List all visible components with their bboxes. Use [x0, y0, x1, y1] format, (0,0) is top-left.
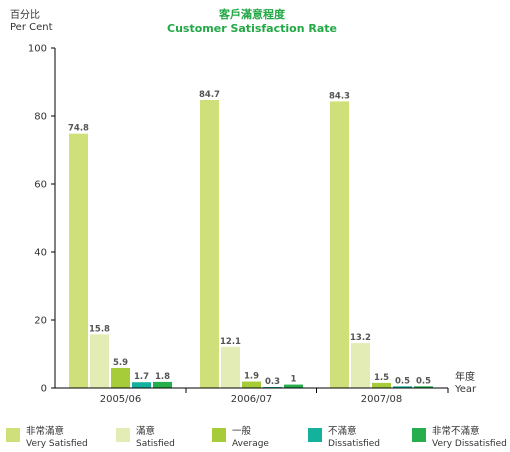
data-label: 1.8 — [155, 372, 170, 382]
legend-swatch — [412, 428, 426, 442]
y-axis: 0 20 40 60 80 100 — [28, 44, 56, 395]
data-label: 12.1 — [220, 337, 241, 347]
bar — [330, 101, 349, 388]
legend-swatch — [6, 428, 20, 442]
bar — [132, 382, 151, 388]
data-label: 5.9 — [113, 358, 128, 368]
x-tick-label: 2005/06 — [100, 394, 142, 405]
y-tick-label: 20 — [34, 316, 47, 327]
legend-label-zh: 非常不滿意 — [432, 425, 480, 437]
data-label: 0.3 — [265, 377, 280, 387]
data-label: 15.8 — [89, 324, 110, 334]
bar — [221, 346, 240, 388]
y-axis-label-zh: 百分比 — [10, 9, 40, 21]
data-label: 1.7 — [134, 372, 149, 382]
legend-label-zh: 非常滿意 — [26, 425, 64, 437]
data-label: 1 — [291, 375, 297, 385]
x-axis-label-zh: 年度 — [455, 370, 475, 383]
data-label: 0.5 — [395, 376, 410, 386]
y-tick-label: 60 — [34, 180, 47, 191]
data-label: 84.7 — [199, 90, 220, 100]
bar — [372, 382, 391, 388]
legend-swatch — [308, 428, 322, 442]
bar — [111, 367, 130, 388]
bar — [393, 386, 412, 388]
y-tick-label: 40 — [34, 248, 47, 259]
legend: 非常滿意 Very Satisfied 滿意 Satisfied 一般 Average 不滿… — [6, 425, 507, 449]
data-label: 84.3 — [329, 91, 350, 101]
bar — [153, 381, 172, 388]
y-tick-label: 0 — [41, 384, 47, 395]
bar — [263, 386, 282, 388]
legend-label-zh: 滿意 — [136, 425, 155, 437]
bar — [242, 381, 261, 388]
chart-title-en: Customer Satisfaction Rate — [167, 22, 337, 35]
legend-swatch — [116, 428, 130, 442]
bar — [284, 384, 303, 388]
data-label: 13.2 — [350, 333, 371, 343]
legend-label-zh: 不滿意 — [328, 425, 357, 437]
bar — [414, 386, 433, 388]
bars: 74.8 15.8 5.9 1.7 1.8 84.7 12.1 1.9 0.3 1 84.3 13.2… — [68, 90, 433, 389]
bar — [200, 100, 219, 389]
bar — [90, 334, 109, 388]
y-tick-label: 100 — [28, 44, 47, 55]
legend-label-en: Very Satisfied — [26, 439, 88, 449]
y-axis-label-en: Per Cent — [10, 22, 53, 33]
data-label: 74.8 — [68, 124, 89, 134]
data-label: 1.5 — [374, 373, 389, 383]
data-label: 1.9 — [244, 372, 259, 382]
legend-label-en: Satisfied — [136, 439, 175, 449]
legend-label-en: Dissatisfied — [328, 439, 380, 449]
legend-label-en: Average — [232, 439, 269, 449]
legend-label-en: Very Dissatisfied — [432, 439, 507, 449]
legend-swatch — [212, 428, 226, 442]
x-tick-label: 2006/07 — [231, 394, 273, 405]
data-label: 0.5 — [416, 376, 431, 386]
legend-label-zh: 一般 — [232, 425, 252, 437]
x-axis-label-en: Year — [454, 384, 477, 395]
y-tick-label: 80 — [34, 112, 47, 123]
chart-title-zh: 客戶滿意程度 — [218, 7, 286, 21]
bar — [69, 133, 88, 388]
x-tick-label: 2007/08 — [361, 394, 403, 405]
x-axis: 2005/06 2006/07 2007/08 — [55, 387, 449, 405]
bar — [351, 343, 370, 388]
